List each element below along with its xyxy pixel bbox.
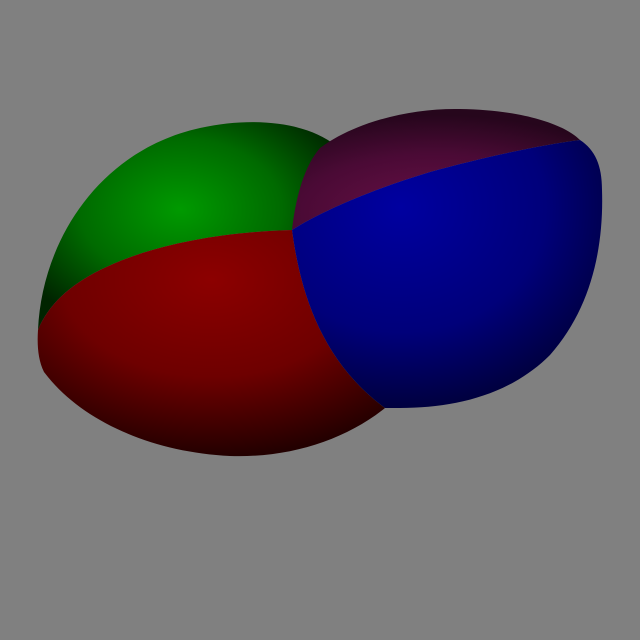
green-lobe: [38, 122, 335, 330]
purple-lobe: [292, 108, 580, 230]
red-lobe: [37, 230, 385, 457]
blue-lobe: [292, 140, 603, 408]
